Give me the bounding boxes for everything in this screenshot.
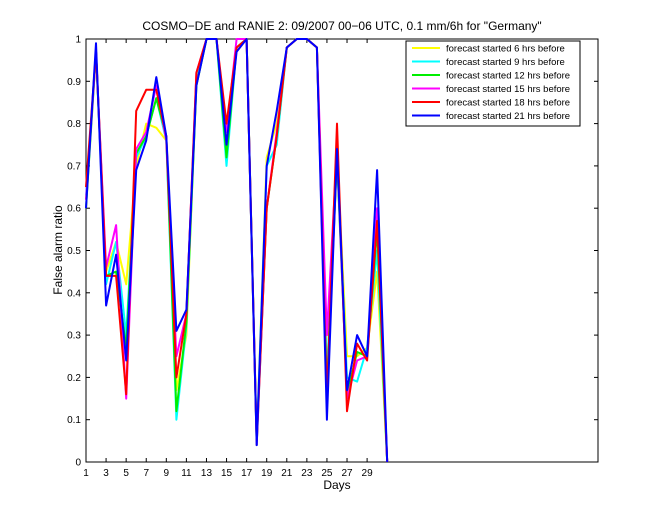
y-tick-label: 0.8 — [67, 119, 81, 130]
legend-box — [405, 40, 581, 127]
y-tick-label: 0.2 — [67, 373, 81, 384]
x-tick-label: 23 — [301, 468, 313, 479]
legend-entry-0: forecast started 6 hrs before — [446, 44, 565, 55]
y-tick-label: 0.7 — [67, 161, 81, 172]
x-tick-label: 27 — [341, 468, 353, 479]
x-tick-label: 25 — [321, 468, 333, 479]
x-tick-label: 3 — [103, 468, 109, 479]
x-axis-label: Days — [323, 478, 350, 492]
x-tick-label: 9 — [164, 468, 170, 479]
y-tick-label: 1 — [75, 35, 81, 46]
chart-title: COSMO−DE and RANIE 2: 09/2007 00−06 UTC,… — [142, 19, 541, 33]
series-line-5 — [85, 38, 389, 463]
x-tick-label: 5 — [123, 468, 129, 479]
legend-entry-3: forecast started 15 hrs before — [446, 84, 570, 95]
y-tick-label: 0.6 — [67, 204, 81, 215]
y-tick-label: 0.4 — [67, 288, 81, 299]
x-tick-label: 11 — [181, 468, 192, 479]
x-tick-label: 15 — [221, 468, 233, 479]
series-lines — [85, 38, 389, 463]
x-tick-label: 13 — [201, 468, 213, 479]
x-tick-label: 19 — [261, 468, 273, 479]
series-line-4 — [85, 38, 389, 463]
x-tick-label: 17 — [241, 468, 253, 479]
legend: forecast started 6 hrs before forecast st… — [405, 40, 581, 127]
x-tick-label: 29 — [362, 468, 374, 479]
y-tick-label: 0.5 — [67, 246, 81, 257]
x-tick-label: 1 — [83, 468, 89, 479]
y-tick-label: 0.9 — [67, 77, 81, 88]
y-tick-label: 0.1 — [67, 415, 81, 426]
x-tick-label: 21 — [281, 468, 293, 479]
y-axis-label: False alarm ratio — [51, 205, 65, 295]
legend-entry-5: forecast started 21 hrs before — [446, 111, 570, 122]
axis-ticks: 1 3 5 7 9 11 13 15 17 19 21 23 25 27 2900.10.20.30.40.… — [67, 35, 598, 479]
y-tick-label: 0 — [75, 458, 81, 469]
legend-entry-4: forecast started 18 hrs before — [446, 98, 570, 109]
legend-entry-1: forecast started 9 hrs before — [446, 57, 565, 68]
x-tick-label: 7 — [143, 468, 149, 479]
y-tick-label: 0.3 — [67, 331, 81, 342]
legend-entry-2: forecast started 12 hrs before — [446, 71, 570, 82]
